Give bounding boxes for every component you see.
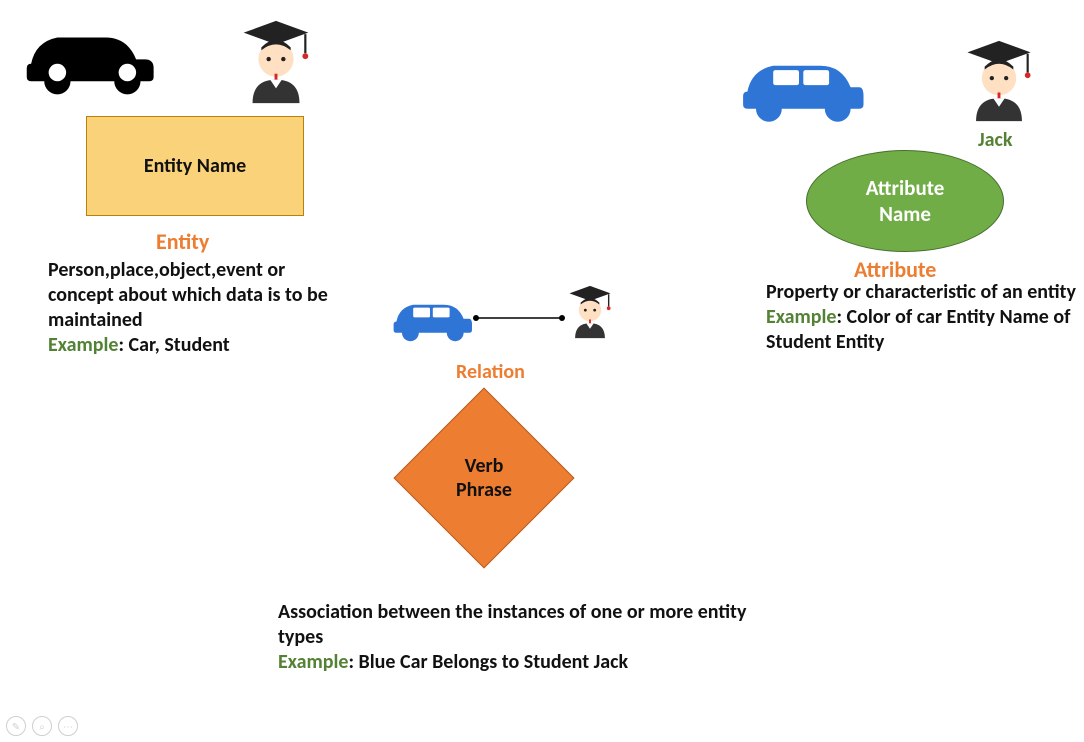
attr-ellipse-label1: Attribute <box>866 175 945 201</box>
more-icon[interactable]: ⋯ <box>58 716 78 736</box>
entity-description-block: Person,place,object,event or concept abo… <box>48 258 348 358</box>
attribute-ellipse: Attribute Name <box>806 150 1004 252</box>
entity-rectangle: Entity Name <box>86 116 304 216</box>
attribute-name-label: Jack <box>978 128 1012 152</box>
entity-title: Entity <box>156 228 209 255</box>
entity-example-text: : Car, Student <box>119 333 230 357</box>
attribute-title: Attribute <box>854 256 936 283</box>
entity-desc-text: Person,place,object,event or concept abo… <box>48 258 328 332</box>
viewer-toolbar: ✎ ⌕ ⋯ <box>6 716 78 736</box>
entity-car-icon <box>18 10 158 100</box>
relation-student-icon <box>562 284 618 340</box>
relation-example-text: : Blue Car Belongs to Student Jack <box>349 650 629 674</box>
relation-description-block: Association between the instances of one… <box>278 600 778 675</box>
relation-title: Relation <box>456 360 525 384</box>
attribute-desc-text: Property or characteristic of an entity <box>766 280 1076 304</box>
attribute-car-icon <box>724 40 874 126</box>
relation-diamond: Verb Phrase <box>388 395 580 561</box>
diamond-label2: Phrase <box>456 478 512 502</box>
pen-icon[interactable]: ✎ <box>6 716 26 736</box>
entity-example-label: Example <box>48 333 119 357</box>
diamond-label1: Verb <box>465 454 504 478</box>
attr-ellipse-label2: Name <box>879 201 931 227</box>
relation-car-icon <box>384 288 476 344</box>
relation-example-label: Example <box>278 650 349 674</box>
attribute-example-label: Example <box>766 305 837 329</box>
relation-desc-text: Association between the instances of one… <box>278 600 746 649</box>
entity-rect-label: Entity Name <box>144 154 246 178</box>
attribute-description-block: Property or characteristic of an entity … <box>766 280 1076 355</box>
attribute-student-icon <box>956 38 1042 124</box>
entity-student-icon <box>232 18 320 106</box>
zoom-icon[interactable]: ⌕ <box>32 716 52 736</box>
